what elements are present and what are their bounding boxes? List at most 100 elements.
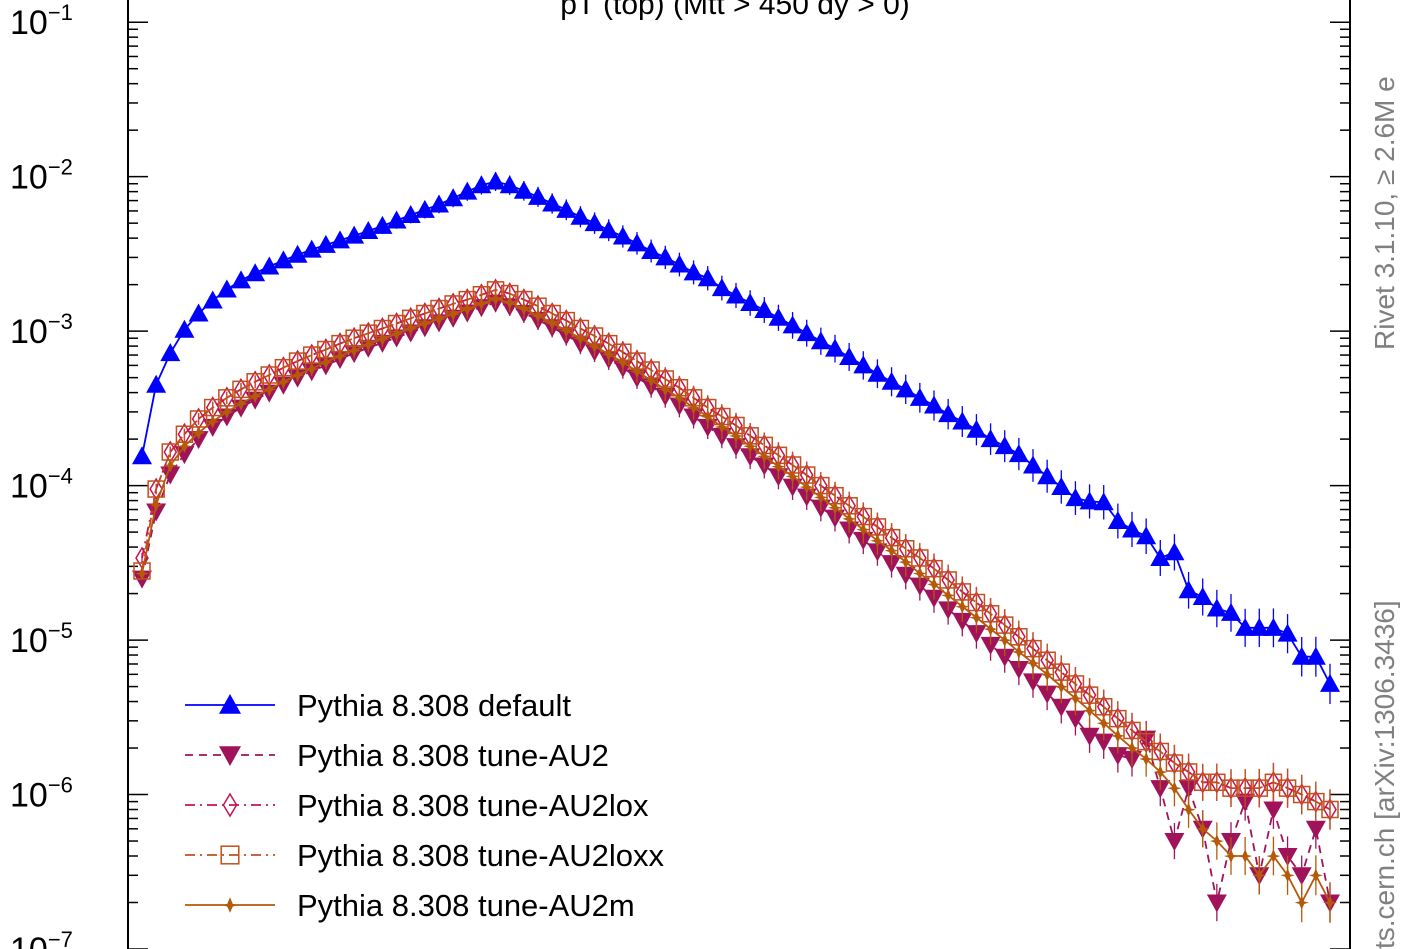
legend-marker <box>222 792 238 818</box>
data-point <box>601 347 616 362</box>
data-point <box>432 311 446 326</box>
data-point <box>644 373 659 388</box>
data-point <box>287 244 308 263</box>
legend-marker <box>220 845 240 865</box>
data-point <box>895 379 916 398</box>
data-point <box>825 338 845 357</box>
data-point <box>276 374 291 389</box>
data-point <box>612 226 633 245</box>
data-point <box>174 319 195 338</box>
data-point <box>1150 547 1171 566</box>
data-point <box>1236 779 1254 797</box>
legend: Pythia 8.308 default Pythia 8.308 tune-AU… <box>185 688 665 923</box>
data-point <box>1181 802 1196 817</box>
data-point <box>1263 617 1284 636</box>
data-point <box>1008 660 1029 679</box>
data-point <box>729 428 743 443</box>
data-point <box>994 648 1015 667</box>
y-tick-label: 10−5 <box>10 618 73 660</box>
data-point <box>1037 685 1058 704</box>
data-point <box>429 194 449 213</box>
data-point <box>372 215 393 234</box>
data-point <box>545 315 560 330</box>
data-point <box>1093 733 1114 752</box>
data-point <box>587 339 602 354</box>
data-point <box>1193 773 1212 792</box>
data-point <box>711 278 732 297</box>
data-point <box>1065 488 1086 507</box>
data-point <box>1096 716 1111 731</box>
data-point <box>1308 868 1323 883</box>
data-point <box>216 279 237 298</box>
data-point <box>135 566 149 581</box>
data-point <box>174 446 195 465</box>
data-point <box>1011 644 1026 659</box>
data-point <box>796 323 817 342</box>
data-point <box>743 439 758 454</box>
side-label-rivet: Rivet 3.1.10, ≥ 2.6M e <box>1369 76 1400 350</box>
data-point <box>1291 867 1312 886</box>
data-point <box>188 303 209 322</box>
data-point <box>941 588 956 603</box>
data-point <box>231 270 251 289</box>
data-point <box>163 458 178 473</box>
data-point <box>1292 785 1311 804</box>
data-point <box>714 419 729 434</box>
data-point <box>938 404 959 423</box>
data-point <box>842 511 857 526</box>
data-point <box>132 446 152 465</box>
legend-entry: Pythia 8.308 tune-AU2loxx <box>297 838 665 873</box>
data-point <box>403 321 418 336</box>
legend-marker <box>219 746 241 766</box>
data-point <box>160 466 181 485</box>
series-4 <box>135 289 1337 923</box>
data-point <box>853 355 874 374</box>
data-point <box>301 239 322 258</box>
data-point <box>1305 646 1326 665</box>
legend-entry: Pythia 8.308 tune-AU2m <box>297 888 635 923</box>
data-point <box>1037 466 1058 485</box>
data-point <box>234 396 248 411</box>
data-point <box>245 263 266 282</box>
data-point <box>754 300 775 319</box>
data-point <box>1008 444 1029 463</box>
data-point <box>1323 895 1337 910</box>
y-axis: 10−1 10−2 10−3 10−4 10−5 10−6 10−7 <box>10 0 1350 949</box>
data-point <box>980 429 1001 448</box>
data-point <box>658 382 673 397</box>
data-point <box>1206 598 1227 617</box>
data-point <box>1178 580 1199 599</box>
chart-title: pT (top) (Mtt > 450 dy > 0) <box>560 0 910 21</box>
data-point <box>147 480 165 498</box>
data-point <box>516 301 531 316</box>
data-point <box>259 256 280 275</box>
data-point <box>149 497 164 512</box>
data-point <box>344 225 365 244</box>
data-point <box>485 171 506 190</box>
data-point <box>867 363 888 382</box>
data-point <box>513 180 534 199</box>
data-point <box>446 307 461 322</box>
data-point <box>528 186 548 205</box>
data-point <box>219 404 234 419</box>
data-point <box>1264 773 1283 792</box>
data-point <box>924 395 944 414</box>
data-point <box>1321 800 1339 819</box>
data-point <box>460 302 475 317</box>
data-point <box>177 439 192 454</box>
data-point <box>799 479 814 494</box>
data-point <box>683 262 704 281</box>
data-point <box>966 419 987 438</box>
data-point <box>573 331 588 346</box>
data-point <box>146 374 167 393</box>
data-point <box>700 409 715 424</box>
data-point <box>952 411 973 430</box>
data-point <box>1221 602 1241 621</box>
data-point <box>672 390 687 405</box>
data-point <box>912 566 927 581</box>
data-point <box>980 636 1001 655</box>
data-point <box>502 295 517 310</box>
series-layer <box>132 171 1340 923</box>
data-point <box>457 181 478 200</box>
